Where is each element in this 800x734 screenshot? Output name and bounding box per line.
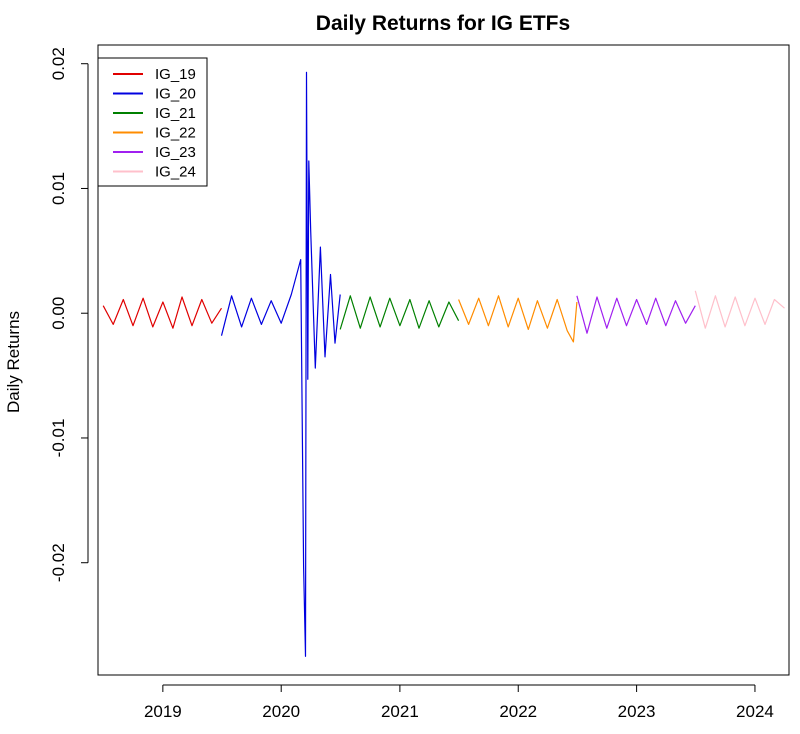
legend-label: IG_19 xyxy=(155,66,196,83)
y-tick-label: 0.01 xyxy=(49,172,68,205)
y-axis-label: Daily Returns xyxy=(4,311,23,413)
y-tick-label: -0.02 xyxy=(49,543,68,582)
legend-box xyxy=(97,57,208,187)
series-line xyxy=(220,71,341,657)
y-tick-label: 0.02 xyxy=(49,47,68,80)
legend-label: IG_23 xyxy=(155,144,196,161)
x-tick-label: 2022 xyxy=(499,702,537,721)
chart-title: Daily Returns for IG ETFs xyxy=(316,12,570,35)
legend: IG_19 IG_20 IG_21 IG_22 IG_23 IG_24 xyxy=(97,57,208,187)
legend-label: IG_24 xyxy=(155,164,196,181)
x-axis: 2019 2020 2021 2022 2023 2024 xyxy=(144,684,774,721)
series-line xyxy=(694,290,785,329)
x-tick-label: 2019 xyxy=(144,702,182,721)
series-line xyxy=(102,296,223,329)
series-line xyxy=(458,295,578,343)
series-line xyxy=(339,295,460,330)
y-tick-label: 0.00 xyxy=(49,297,68,330)
legend-label: IG_22 xyxy=(155,125,196,142)
x-tick-label: 2020 xyxy=(262,702,300,721)
y-tick-label: -0.01 xyxy=(49,419,68,458)
x-tick-label: 2021 xyxy=(381,702,419,721)
x-tick-label: 2024 xyxy=(736,702,774,721)
legend-label: IG_21 xyxy=(155,105,196,122)
legend-label: IG_20 xyxy=(155,86,196,103)
y-axis: -0.02 -0.01 0.00 0.01 0.02 xyxy=(49,47,89,582)
x-tick-label: 2023 xyxy=(618,702,656,721)
series-line xyxy=(576,295,696,334)
plot-frame xyxy=(97,44,790,676)
series-layer xyxy=(102,71,785,657)
